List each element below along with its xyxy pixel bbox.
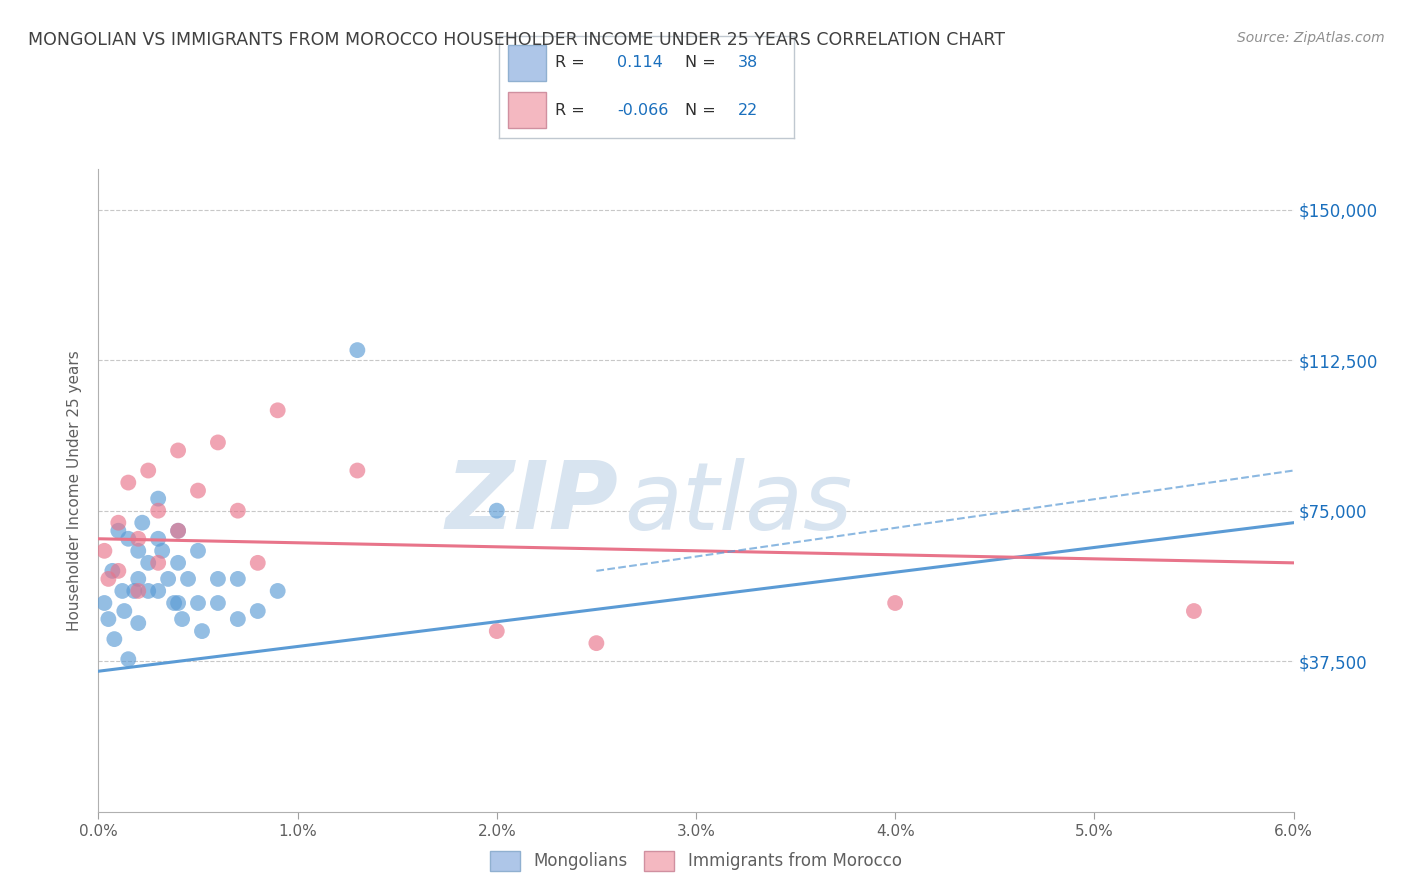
Point — [148, 491, 170, 506]
Point — [207, 435, 229, 450]
Point — [346, 343, 368, 358]
Text: 22: 22 — [738, 103, 759, 118]
Point — [136, 464, 159, 478]
Point — [177, 572, 200, 586]
Point — [107, 564, 129, 578]
Point — [127, 543, 149, 558]
Y-axis label: Householder Income Under 25 years: Householder Income Under 25 years — [67, 351, 83, 631]
Point — [207, 572, 229, 586]
Point — [226, 612, 249, 626]
Point — [346, 464, 368, 478]
Point — [127, 532, 149, 546]
Point — [148, 583, 170, 598]
Point — [167, 524, 190, 538]
Point — [150, 543, 173, 558]
Bar — [508, 45, 547, 81]
Point — [103, 632, 125, 646]
Point — [246, 556, 269, 570]
Point — [127, 572, 149, 586]
Text: Source: ZipAtlas.com: Source: ZipAtlas.com — [1237, 31, 1385, 45]
Point — [93, 596, 115, 610]
Point — [485, 503, 508, 517]
Point — [167, 596, 190, 610]
Point — [167, 524, 190, 538]
Text: 38: 38 — [738, 55, 759, 70]
Point — [172, 612, 194, 626]
Text: -0.066: -0.066 — [617, 103, 669, 118]
Point — [93, 543, 115, 558]
Point — [163, 596, 186, 610]
Point — [485, 624, 508, 639]
Text: ZIP: ZIP — [446, 458, 619, 549]
Point — [207, 596, 229, 610]
Text: atlas: atlas — [624, 458, 852, 549]
Point — [107, 516, 129, 530]
Point — [148, 503, 170, 517]
Legend: Mongolians, Immigrants from Morocco: Mongolians, Immigrants from Morocco — [484, 845, 908, 877]
Point — [267, 403, 290, 417]
Text: R =: R = — [555, 55, 585, 70]
Point — [136, 583, 159, 598]
Point — [111, 583, 134, 598]
Text: MONGOLIAN VS IMMIGRANTS FROM MOROCCO HOUSEHOLDER INCOME UNDER 25 YEARS CORRELATI: MONGOLIAN VS IMMIGRANTS FROM MOROCCO HOU… — [28, 31, 1005, 49]
Point — [187, 543, 209, 558]
Point — [97, 572, 120, 586]
Point — [148, 556, 170, 570]
Point — [157, 572, 180, 586]
Point — [117, 652, 139, 666]
Point — [101, 564, 124, 578]
Point — [117, 475, 139, 490]
Point — [226, 572, 249, 586]
Point — [127, 615, 149, 630]
Point — [112, 604, 135, 618]
Point — [124, 583, 146, 598]
Point — [1182, 604, 1205, 618]
Point — [187, 596, 209, 610]
Point — [884, 596, 907, 610]
Point — [107, 524, 129, 538]
Point — [187, 483, 209, 498]
Point — [246, 604, 269, 618]
Point — [131, 516, 153, 530]
Point — [127, 583, 149, 598]
Point — [226, 503, 249, 517]
Point — [97, 612, 120, 626]
Point — [191, 624, 214, 639]
Point — [117, 532, 139, 546]
Point — [167, 443, 190, 458]
Bar — [508, 92, 547, 128]
Point — [267, 583, 290, 598]
Text: 0.114: 0.114 — [617, 55, 664, 70]
Point — [167, 556, 190, 570]
Text: N =: N = — [685, 55, 716, 70]
Text: N =: N = — [685, 103, 716, 118]
Point — [585, 636, 607, 650]
Text: R =: R = — [555, 103, 585, 118]
Point — [136, 556, 159, 570]
Point — [148, 532, 170, 546]
